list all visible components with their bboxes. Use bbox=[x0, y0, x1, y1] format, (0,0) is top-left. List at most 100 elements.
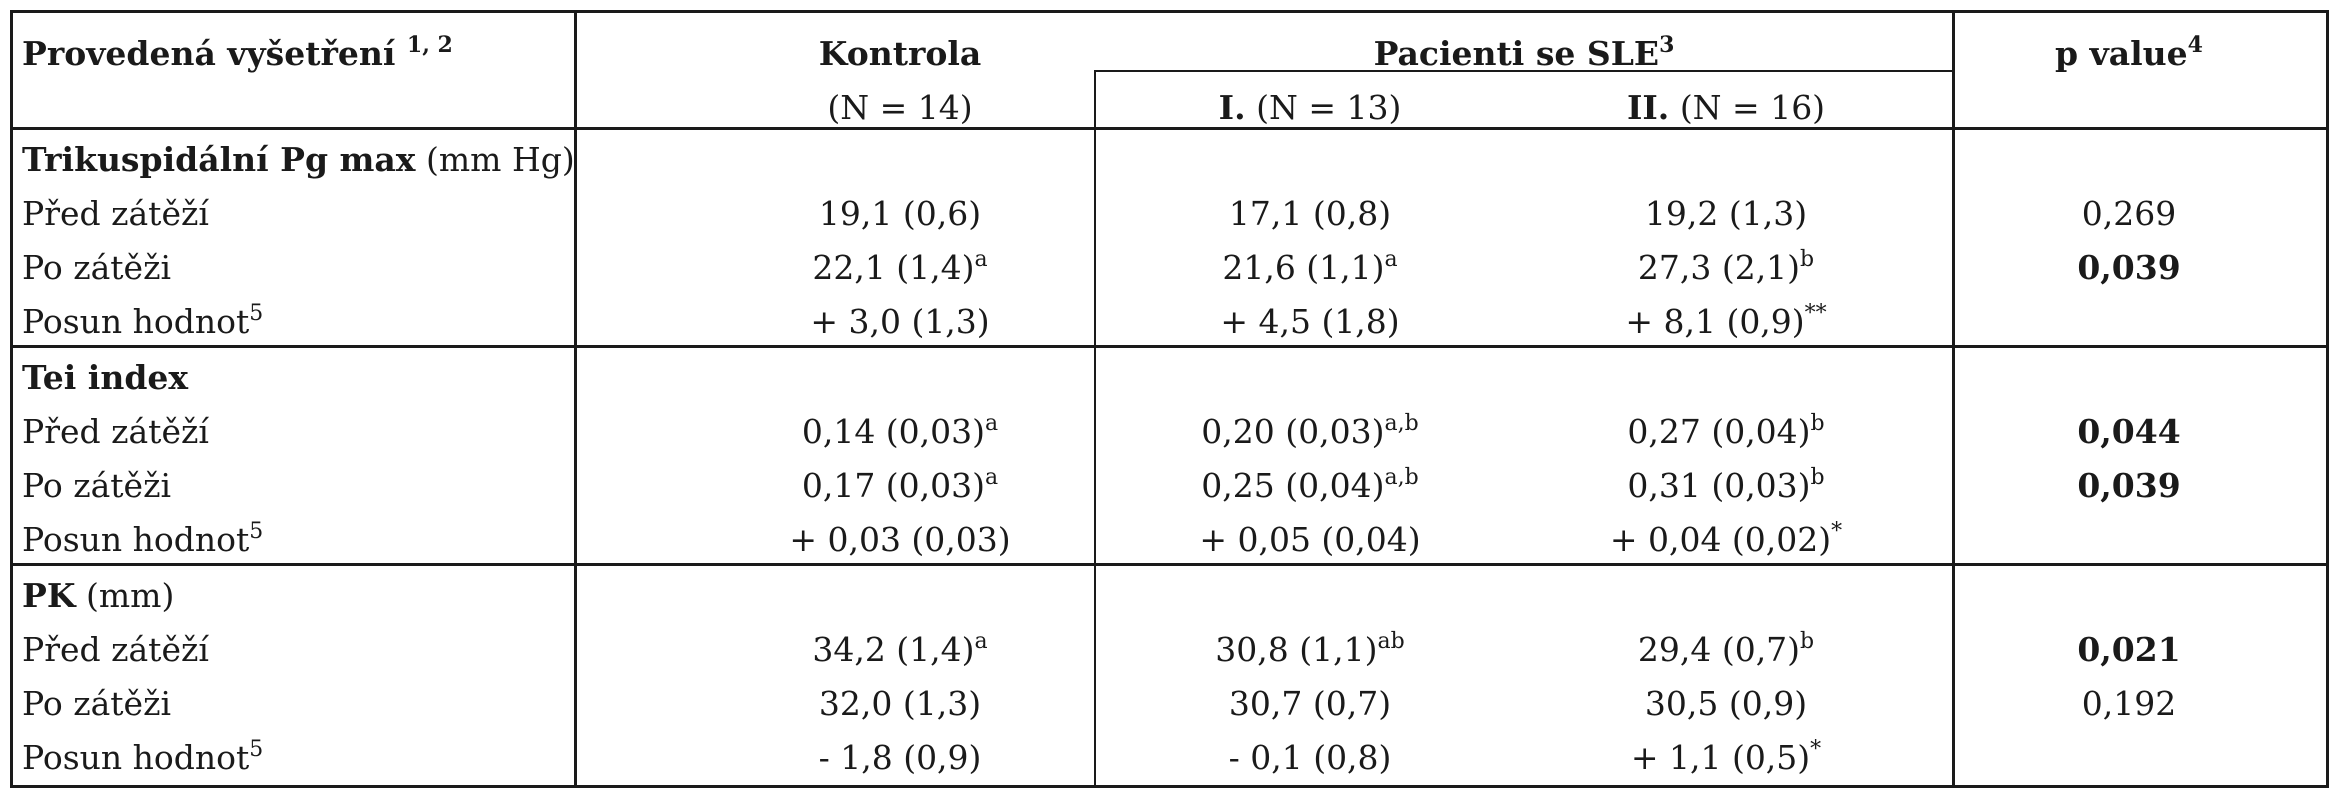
row-label-text: Před zátěží bbox=[22, 194, 209, 233]
section-divider bbox=[10, 563, 2329, 566]
cell-value: 0,20 (0,03) bbox=[1201, 412, 1385, 451]
cell-value: 0,269 bbox=[2081, 194, 2177, 233]
section-title: PK (mm) bbox=[22, 576, 174, 616]
value-cell: + 1,1 (0,5)* bbox=[1631, 738, 1821, 778]
row-label-text: Po zátěži bbox=[22, 248, 172, 287]
row-label: Posun hodnot5 bbox=[22, 302, 263, 342]
value-cell: 30,8 (1,1)ab bbox=[1215, 630, 1404, 670]
row-label: Posun hodnot5 bbox=[22, 520, 263, 560]
cell-value: - 0,1 (0,8) bbox=[1228, 738, 1392, 777]
p-value-cell: 0,039 bbox=[2077, 248, 2180, 288]
row-label-footnote: 5 bbox=[249, 519, 264, 544]
cell-value: + 0,04 (0,02) bbox=[1609, 520, 1832, 559]
cell-footnote: a,b bbox=[1384, 411, 1419, 436]
header-group-1: I. (N = 13) bbox=[1218, 88, 1402, 127]
section-title: Trikuspidální Pg max (mm Hg) bbox=[22, 140, 575, 180]
header-bottom-rule bbox=[10, 127, 2329, 130]
row-label-text: Před zátěží bbox=[22, 630, 209, 669]
cell-footnote: ab bbox=[1377, 629, 1405, 654]
cell-value: 17,1 (0,8) bbox=[1228, 194, 1392, 233]
cell-value: 0,27 (0,04) bbox=[1627, 412, 1811, 451]
row-label-text: Posun hodnot bbox=[22, 302, 250, 341]
cell-value: 0,14 (0,03) bbox=[801, 412, 986, 451]
cell-value: 21,6 (1,1) bbox=[1222, 248, 1385, 287]
value-cell: 0,17 (0,03)a bbox=[802, 466, 998, 506]
header-control: Kontrola bbox=[818, 34, 982, 73]
cell-value: 19,1 (0,6) bbox=[818, 194, 982, 233]
cell-value: 0,039 bbox=[2077, 248, 2181, 287]
value-cell: - 0,1 (0,8) bbox=[1229, 738, 1392, 778]
row-label: Posun hodnot5 bbox=[22, 738, 263, 778]
header-control-n: (N = 14) bbox=[827, 88, 973, 127]
value-cell: + 0,04 (0,02)* bbox=[1610, 520, 1842, 560]
cell-footnote: a bbox=[974, 247, 988, 272]
row-label: Po zátěži bbox=[22, 466, 171, 506]
cell-value: 27,3 (2,1) bbox=[1637, 248, 1801, 287]
cell-footnote: a bbox=[1384, 247, 1398, 272]
value-cell: 27,3 (2,1)b bbox=[1638, 248, 1814, 288]
value-cell: 0,25 (0,04)a,b bbox=[1201, 466, 1418, 506]
cell-footnote: a,b bbox=[1384, 465, 1419, 490]
cell-footnote: b bbox=[1800, 629, 1815, 654]
p-value-cell: 0,192 bbox=[2082, 684, 2176, 724]
value-cell: 0,31 (0,03)b bbox=[1627, 466, 1824, 506]
value-cell: + 0,03 (0,03) bbox=[789, 520, 1010, 560]
cell-value: 30,7 (0,7) bbox=[1228, 684, 1392, 723]
cell-value: 0,31 (0,03) bbox=[1627, 466, 1811, 505]
header-patients-sle: Pacienti se SLE3 bbox=[1373, 32, 1675, 73]
row-label: Před zátěží bbox=[22, 630, 209, 670]
value-cell: + 0,05 (0,04) bbox=[1199, 520, 1420, 560]
p-value-cell: 0,044 bbox=[2077, 412, 2180, 452]
cell-footnote: b bbox=[1810, 465, 1825, 490]
cell-value: 32,0 (1,3) bbox=[818, 684, 982, 723]
header-examinations: Provedená vyšetření 1, 2 bbox=[22, 32, 453, 73]
cell-value: 30,5 (0,9) bbox=[1644, 684, 1808, 723]
header-p-value: p value4 bbox=[2055, 32, 2203, 73]
row-label: Před zátěží bbox=[22, 412, 209, 452]
header-group-divider bbox=[1094, 70, 1952, 72]
value-cell: 0,14 (0,03)a bbox=[802, 412, 998, 452]
cell-value: - 1,8 (0,9) bbox=[818, 738, 982, 777]
p-value-cell: 0,269 bbox=[2082, 194, 2176, 234]
row-label-text: Posun hodnot bbox=[22, 738, 250, 777]
section-title-text: Trikuspidální Pg max bbox=[22, 140, 416, 179]
cell-value: 29,4 (0,7) bbox=[1637, 630, 1801, 669]
value-cell: 30,5 (0,9) bbox=[1645, 684, 1807, 724]
data-table bbox=[10, 10, 2329, 788]
value-cell: 0,20 (0,03)a,b bbox=[1201, 412, 1418, 452]
cell-value: 0,039 bbox=[2077, 466, 2181, 505]
value-cell: 30,7 (0,7) bbox=[1229, 684, 1391, 724]
row-label-text: Posun hodnot bbox=[22, 520, 250, 559]
cell-value: 0,25 (0,04) bbox=[1201, 466, 1385, 505]
value-cell: 21,6 (1,1)a bbox=[1222, 248, 1397, 288]
section-title-text: PK bbox=[22, 576, 76, 615]
section-title-text: Tei index bbox=[22, 358, 189, 397]
cell-value: + 8,1 (0,9) bbox=[1625, 302, 1805, 341]
value-cell: 32,0 (1,3) bbox=[819, 684, 981, 724]
header-group-2: II. (N = 16) bbox=[1626, 88, 1826, 127]
cell-value: 22,1 (1,4) bbox=[812, 248, 975, 287]
row-label: Před zátěží bbox=[22, 194, 209, 234]
value-cell: 29,4 (0,7)b bbox=[1638, 630, 1814, 670]
column-divider bbox=[1094, 71, 1096, 788]
value-cell: + 8,1 (0,9)** bbox=[1625, 302, 1826, 342]
column-divider bbox=[574, 10, 577, 788]
p-value-cell: 0,021 bbox=[2077, 630, 2180, 670]
row-label: Po zátěži bbox=[22, 684, 171, 724]
cell-value: 34,2 (1,4) bbox=[812, 630, 975, 669]
cell-value: 0,192 bbox=[2081, 684, 2177, 723]
value-cell: 0,27 (0,04)b bbox=[1627, 412, 1824, 452]
value-cell: - 1,8 (0,9) bbox=[819, 738, 982, 778]
cell-footnote: a bbox=[985, 411, 999, 436]
cell-value: 30,8 (1,1) bbox=[1215, 630, 1378, 669]
column-divider bbox=[1952, 10, 1955, 788]
value-cell: 19,1 (0,6) bbox=[819, 194, 981, 234]
value-cell: + 3,0 (1,3) bbox=[810, 302, 989, 342]
cell-value: 0,021 bbox=[2077, 630, 2181, 669]
cell-footnote: * bbox=[1810, 737, 1822, 762]
value-cell: 34,2 (1,4)a bbox=[812, 630, 987, 670]
cell-footnote: a bbox=[974, 629, 988, 654]
section-unit: (mm) bbox=[75, 576, 175, 615]
cell-footnote: b bbox=[1800, 247, 1815, 272]
row-label-text: Před zátěží bbox=[22, 412, 209, 451]
